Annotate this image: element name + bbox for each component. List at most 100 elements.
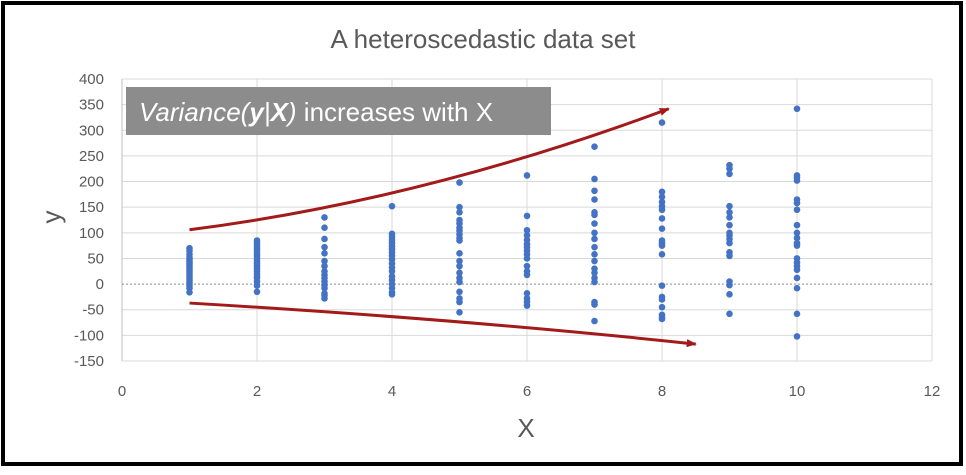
data-point — [793, 229, 801, 237]
data-point — [658, 303, 666, 311]
data-point — [186, 288, 193, 296]
data-point — [523, 271, 531, 279]
data-point — [793, 177, 801, 184]
chart-frame — [1, 1, 963, 466]
data-point — [456, 250, 463, 257]
data-point — [726, 170, 733, 178]
annotation-var-x: X — [269, 97, 290, 127]
data-point — [456, 298, 463, 306]
data-point — [591, 229, 598, 237]
data-point — [658, 315, 666, 323]
data-point — [456, 262, 463, 270]
tick-labels: -150 -100 -50 0 50 100 150 200 250 300 350 400 0 2 4 6 8… — [74, 71, 940, 400]
data-point — [591, 220, 598, 227]
data-points — [186, 105, 801, 340]
data-point — [523, 232, 531, 239]
upper-envelope-arrow — [189, 107, 670, 232]
data-point — [793, 105, 801, 113]
data-point — [591, 257, 598, 265]
data-point — [658, 193, 666, 201]
data-point — [591, 269, 598, 277]
data-point — [523, 226, 531, 234]
data-point — [321, 224, 328, 231]
data-point — [793, 206, 801, 214]
axes — [121, 79, 932, 362]
data-point — [658, 225, 666, 233]
y-tick-label: 400 — [79, 71, 104, 88]
data-point — [523, 172, 531, 179]
y-tick-label: -150 — [74, 353, 104, 370]
x-tick-label: 8 — [658, 383, 666, 400]
data-point — [726, 291, 733, 298]
chart-title: A heteroscedastic data set — [331, 24, 637, 54]
data-point — [658, 188, 666, 196]
data-point — [321, 262, 328, 270]
y-axis-title: y — [36, 211, 66, 224]
annotation-close: ) — [285, 97, 297, 127]
annotation-prefix: Variance( — [139, 97, 252, 127]
data-point — [456, 308, 463, 316]
x-tick-label: 2 — [253, 383, 261, 400]
data-point — [321, 235, 328, 243]
annotation-sep: | — [264, 97, 271, 127]
data-point — [321, 257, 328, 265]
data-point — [658, 206, 666, 214]
data-point — [523, 255, 531, 262]
x-tick-label: 0 — [118, 383, 126, 400]
y-tick-label: -100 — [74, 327, 104, 344]
data-point — [793, 242, 801, 249]
data-point — [726, 252, 733, 260]
data-point — [456, 288, 463, 296]
data-point — [726, 202, 733, 210]
y-tick-label: 50 — [87, 250, 104, 267]
data-point — [658, 242, 666, 249]
data-point — [523, 212, 531, 220]
data-point — [726, 281, 733, 289]
data-point — [793, 199, 801, 207]
data-point — [456, 203, 463, 211]
x-axis-title: X — [517, 413, 534, 443]
y-tick-label: 200 — [79, 174, 104, 191]
y-tick-label: -50 — [82, 302, 104, 319]
data-point — [591, 175, 598, 183]
annotation-box — [126, 87, 551, 135]
x-tick-label: 10 — [789, 383, 806, 400]
y-tick-label: 150 — [79, 199, 104, 216]
data-point — [591, 235, 598, 243]
x-tick-label: 12 — [924, 383, 941, 400]
data-point — [793, 284, 801, 292]
annotation: Variance(y|X) increases with X — [126, 87, 551, 135]
annotation-suffix: increases with X — [297, 97, 494, 127]
data-point — [793, 310, 801, 318]
data-point — [321, 250, 328, 257]
data-point — [793, 333, 801, 340]
data-point — [591, 187, 598, 195]
data-point — [726, 221, 733, 229]
data-point — [793, 274, 801, 282]
x-tick-label: 4 — [388, 383, 396, 400]
data-point — [253, 288, 261, 296]
data-point — [253, 282, 261, 289]
data-point — [658, 215, 666, 222]
data-point — [591, 278, 598, 286]
y-tick-label: 300 — [79, 122, 104, 139]
trend-arrows — [189, 107, 697, 348]
annotation-text: Variance(y|X) increases with X — [139, 97, 493, 127]
annotation-var-y: y — [247, 97, 265, 127]
data-point — [726, 239, 733, 247]
data-point — [388, 202, 396, 210]
data-point — [658, 296, 666, 303]
y-tick-label: 100 — [79, 225, 104, 242]
data-point — [658, 282, 666, 289]
data-point — [726, 165, 733, 173]
data-point — [321, 284, 328, 292]
data-point — [456, 269, 463, 277]
data-point — [456, 209, 463, 216]
data-point — [523, 302, 531, 309]
data-point — [321, 214, 328, 221]
y-tick-label: 250 — [79, 148, 104, 165]
data-point — [793, 221, 801, 229]
data-point — [591, 143, 598, 150]
